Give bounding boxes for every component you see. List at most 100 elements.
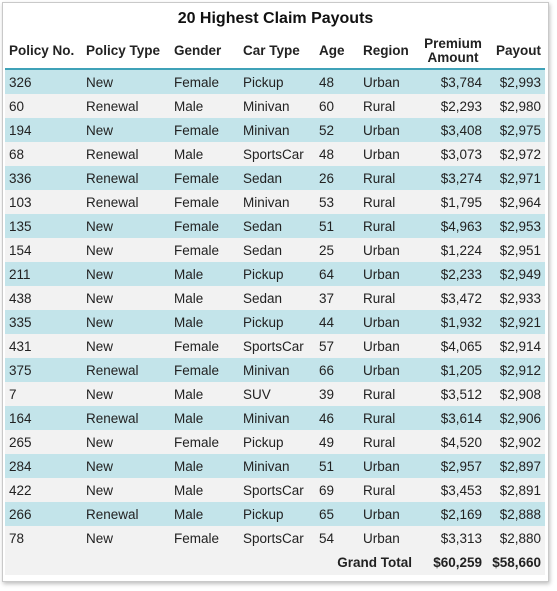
- cell-region: Urban: [359, 142, 416, 166]
- table-row[interactable]: 60 Renewal Male Minivan 60 Rural $2,293 $2,980: [5, 94, 545, 118]
- cell-policy-type: New: [82, 430, 170, 454]
- cell-region: Rural: [359, 190, 416, 214]
- cell-region: Rural: [359, 214, 416, 238]
- cell-gender: Male: [170, 94, 239, 118]
- cell-gender: Male: [170, 406, 239, 430]
- table-row[interactable]: 266 Renewal Male Pickup 65 Urban $2,169 $2,888: [5, 502, 545, 526]
- header-policy-no[interactable]: Policy No.: [5, 33, 82, 70]
- table-row[interactable]: 154 New Female Sedan 25 Urban $1,224 $2,951: [5, 238, 545, 262]
- cell-age: 25: [315, 238, 359, 262]
- cell-premium: $3,784: [416, 69, 486, 94]
- cell-car-type: Minivan: [239, 190, 315, 214]
- cell-car-type: SUV: [239, 382, 315, 406]
- table-row[interactable]: 164 Renewal Male Minivan 46 Rural $3,614 $2,906: [5, 406, 545, 430]
- table-row[interactable]: 78 New Female SportsCar 54 Urban $3,313 $2,880: [5, 526, 545, 550]
- cell-region: Rural: [359, 286, 416, 310]
- cell-gender: Male: [170, 142, 239, 166]
- cell-payout: $2,949: [486, 262, 545, 286]
- cell-payout: $2,980: [486, 94, 545, 118]
- cell-region: Urban: [359, 310, 416, 334]
- cell-payout: $2,975: [486, 118, 545, 142]
- cell-policy-type: New: [82, 454, 170, 478]
- table-row[interactable]: 326 New Female Pickup 48 Urban $3,784 $2,993: [5, 69, 545, 94]
- cell-policy-type: New: [82, 382, 170, 406]
- cell-policy-type: New: [82, 478, 170, 502]
- header-row: Policy No. Policy Type Gender Car Type A…: [5, 33, 545, 70]
- header-region[interactable]: Region: [359, 33, 416, 70]
- cell-age: 48: [315, 69, 359, 94]
- header-payout[interactable]: Payout: [486, 33, 545, 70]
- table-row[interactable]: 336 Renewal Female Sedan 26 Rural $3,274 $2,971: [5, 166, 545, 190]
- cell-payout: $2,880: [486, 526, 545, 550]
- cell-gender: Female: [170, 118, 239, 142]
- cell-gender: Male: [170, 382, 239, 406]
- cell-premium: $3,614: [416, 406, 486, 430]
- cell-age: 66: [315, 358, 359, 382]
- table-row[interactable]: 431 New Female SportsCar 57 Urban $4,065 $2,914: [5, 334, 545, 358]
- cell-gender: Male: [170, 310, 239, 334]
- cell-car-type: Pickup: [239, 502, 315, 526]
- cell-car-type: Pickup: [239, 310, 315, 334]
- table-row[interactable]: 265 New Female Pickup 49 Rural $4,520 $2,902: [5, 430, 545, 454]
- table-row[interactable]: 135 New Female Sedan 51 Rural $4,963 $2,953: [5, 214, 545, 238]
- table-row[interactable]: 284 New Male Minivan 51 Urban $2,957 $2,897: [5, 454, 545, 478]
- cell-age: 39: [315, 382, 359, 406]
- cell-car-type: SportsCar: [239, 478, 315, 502]
- cell-region: Urban: [359, 69, 416, 94]
- cell-premium: $2,169: [416, 502, 486, 526]
- cell-policy-no: 335: [5, 310, 82, 334]
- cell-policy-type: New: [82, 262, 170, 286]
- cell-policy-no: 68: [5, 142, 82, 166]
- cell-gender: Female: [170, 238, 239, 262]
- cell-policy-type: New: [82, 286, 170, 310]
- cell-car-type: Sedan: [239, 286, 315, 310]
- cell-policy-type: New: [82, 238, 170, 262]
- cell-region: Urban: [359, 334, 416, 358]
- cell-car-type: Pickup: [239, 262, 315, 286]
- cell-age: 65: [315, 502, 359, 526]
- cell-premium: $4,963: [416, 214, 486, 238]
- cell-age: 44: [315, 310, 359, 334]
- cell-policy-no: 266: [5, 502, 82, 526]
- table-row[interactable]: 438 New Male Sedan 37 Rural $3,472 $2,933: [5, 286, 545, 310]
- cell-payout: $2,951: [486, 238, 545, 262]
- cell-payout: $2,891: [486, 478, 545, 502]
- cell-premium: $1,932: [416, 310, 486, 334]
- cell-payout: $2,972: [486, 142, 545, 166]
- header-premium-amount[interactable]: Premium Amount: [416, 33, 486, 70]
- cell-region: Urban: [359, 238, 416, 262]
- table-row[interactable]: 211 New Male Pickup 64 Urban $2,233 $2,949: [5, 262, 545, 286]
- table-row[interactable]: 7 New Male SUV 39 Rural $3,512 $2,908: [5, 382, 545, 406]
- header-gender[interactable]: Gender: [170, 33, 239, 70]
- cell-region: Rural: [359, 478, 416, 502]
- cell-payout: $2,964: [486, 190, 545, 214]
- cell-premium: $2,957: [416, 454, 486, 478]
- cell-age: 57: [315, 334, 359, 358]
- table-row[interactable]: 375 Renewal Female Minivan 66 Urban $1,205 $2,9…: [5, 358, 545, 382]
- cell-premium: $3,453: [416, 478, 486, 502]
- header-policy-type[interactable]: Policy Type: [82, 33, 170, 70]
- cell-gender: Male: [170, 478, 239, 502]
- grand-total-payout: $58,660: [486, 550, 545, 575]
- cell-policy-no: 375: [5, 358, 82, 382]
- cell-premium: $2,233: [416, 262, 486, 286]
- table-row[interactable]: 103 Renewal Female Minivan 53 Rural $1,795 $2,9…: [5, 190, 545, 214]
- cell-gender: Male: [170, 286, 239, 310]
- table-row[interactable]: 68 Renewal Male SportsCar 48 Urban $3,073 $2,97…: [5, 142, 545, 166]
- cell-policy-type: Renewal: [82, 166, 170, 190]
- cell-car-type: Minivan: [239, 406, 315, 430]
- cell-car-type: SportsCar: [239, 334, 315, 358]
- table-row[interactable]: 194 New Female Minivan 52 Urban $3,408 $2,975: [5, 118, 545, 142]
- table-row[interactable]: 335 New Male Pickup 44 Urban $1,932 $2,921: [5, 310, 545, 334]
- cell-age: 51: [315, 454, 359, 478]
- cell-premium: $3,073: [416, 142, 486, 166]
- cell-policy-no: 103: [5, 190, 82, 214]
- cell-policy-no: 194: [5, 118, 82, 142]
- cell-car-type: Minivan: [239, 454, 315, 478]
- cell-policy-no: 7: [5, 382, 82, 406]
- table-row[interactable]: 422 New Male SportsCar 69 Rural $3,453 $2,891: [5, 478, 545, 502]
- cell-policy-type: Renewal: [82, 142, 170, 166]
- report-title: 20 Highest Claim Payouts: [177, 10, 374, 27]
- header-age[interactable]: Age: [315, 33, 359, 70]
- header-car-type[interactable]: Car Type: [239, 33, 315, 70]
